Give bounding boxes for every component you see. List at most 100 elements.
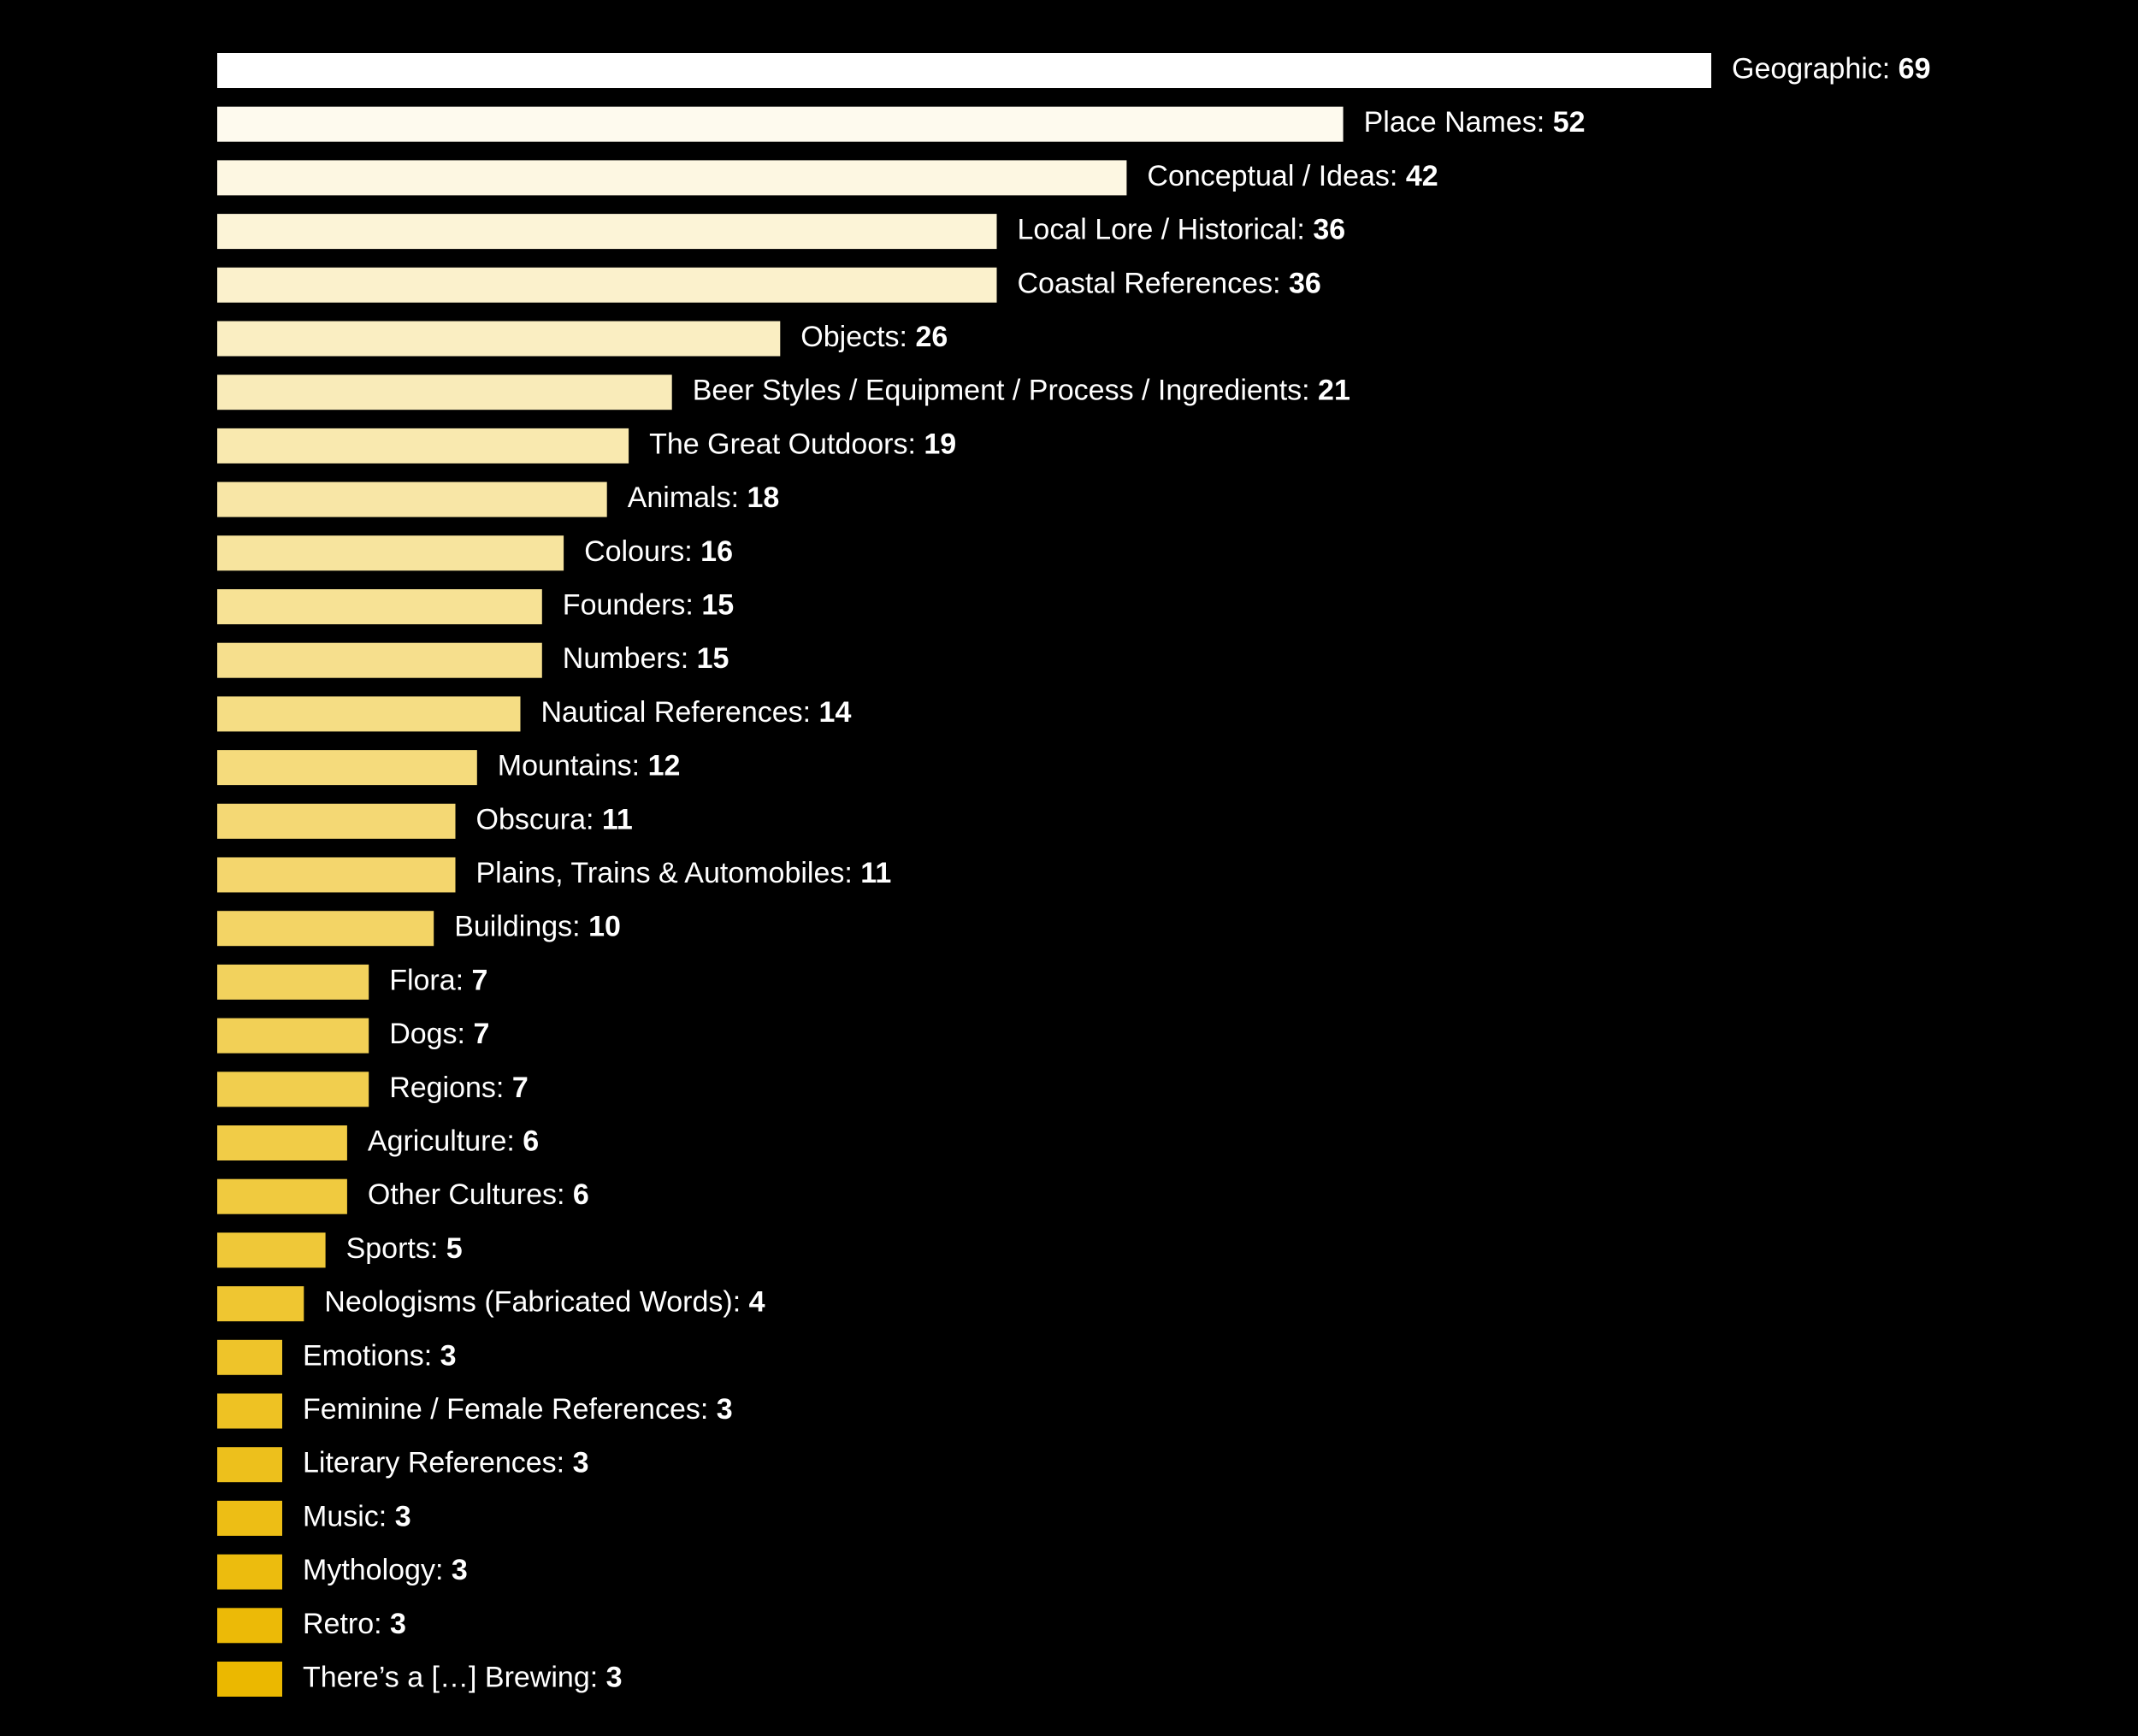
bar-label: Conceptual / Ideas: 42 (1147, 160, 1438, 192)
bar (217, 696, 521, 732)
category-label: Nautical References: (541, 696, 819, 729)
data-label: 21 (1318, 375, 1350, 407)
bar-label: Flora: 7 (389, 964, 487, 996)
category-label: Animals: (628, 481, 747, 514)
bar-label: Literary References: 3 (303, 1447, 589, 1479)
bar-label: Beer Styles / Equipment / Process / Ingr… (693, 375, 1350, 407)
bar (217, 1500, 282, 1536)
category-label: Mythology: (303, 1554, 452, 1586)
bar-label: Coastal References: 36 (1018, 267, 1321, 299)
category-label: Place Names: (1364, 106, 1553, 139)
bar (217, 911, 434, 947)
bar (217, 428, 629, 464)
data-label: 3 (452, 1554, 468, 1586)
data-label: 10 (588, 911, 621, 943)
bar-label: Sports: 5 (346, 1232, 463, 1265)
data-label: 52 (1553, 106, 1586, 139)
bar (217, 375, 672, 410)
data-label: 15 (701, 588, 734, 621)
bar (217, 481, 607, 517)
bar-label: Objects: 26 (800, 321, 948, 353)
category-label: Literary References: (303, 1447, 573, 1479)
bar (217, 1125, 347, 1160)
category-label: Conceptual / Ideas: (1147, 160, 1405, 192)
category-label: The Great Outdoors: (649, 428, 924, 460)
bar-label: Colours: 16 (584, 535, 733, 568)
data-label: 3 (390, 1608, 406, 1640)
bar (217, 1608, 282, 1644)
data-label: 6 (523, 1125, 539, 1157)
data-label: 69 (1899, 52, 1931, 85)
data-label: 7 (472, 964, 488, 996)
bar-label: Buildings: 10 (454, 911, 621, 943)
bar-label: There’s a […] Brewing: 3 (303, 1661, 623, 1693)
bar (217, 1178, 347, 1214)
labels-group: Geographic: 69 Place Names: 52 Conceptual … (303, 52, 1931, 1693)
bar-label: Founders: 15 (563, 588, 734, 621)
category-label: Neologisms (Fabricated Words): (324, 1286, 748, 1319)
category-label: Dogs: (389, 1018, 473, 1050)
bar-label: Regions: 7 (389, 1072, 529, 1104)
bar (217, 1662, 282, 1697)
category-label: Music: (303, 1500, 395, 1532)
bar (217, 1447, 282, 1483)
bar (217, 1286, 304, 1322)
data-label: 3 (606, 1661, 623, 1693)
bar (217, 321, 781, 357)
data-label: 15 (697, 642, 729, 675)
bar-label: The Great Outdoors: 19 (649, 428, 956, 460)
category-label: Buildings: (454, 911, 588, 943)
bar-label: Retro: 3 (303, 1608, 406, 1640)
bar-label: Obscura: 11 (476, 803, 633, 836)
data-label: 7 (473, 1018, 489, 1050)
bar (217, 589, 542, 624)
bar-label: Dogs: 7 (389, 1018, 489, 1050)
bar-label: Neologisms (Fabricated Words): 4 (324, 1286, 765, 1319)
bar-label: Emotions: 3 (303, 1339, 457, 1372)
bar (217, 964, 369, 1000)
bar (217, 535, 564, 571)
category-label: Flora: (389, 964, 471, 996)
bar (217, 160, 1127, 196)
category-label: Coastal References: (1018, 267, 1290, 299)
category-label: Feminine / Female References: (303, 1393, 717, 1426)
bar-label: Geographic: 69 (1732, 52, 1931, 85)
bar (217, 750, 477, 786)
category-label: Obscura: (476, 803, 602, 836)
category-label: Retro: (303, 1608, 390, 1640)
bar-label: Place Names: 52 (1364, 106, 1586, 139)
category-label: Beer Styles / Equipment / Process / Ingr… (693, 375, 1318, 407)
data-label: 3 (395, 1500, 411, 1532)
category-label: Plains, Trains & Automobiles: (476, 857, 861, 889)
bar (217, 1232, 326, 1268)
data-label: 26 (915, 321, 948, 353)
data-label: 6 (573, 1178, 589, 1211)
data-label: 19 (924, 428, 956, 460)
data-label: 12 (648, 750, 681, 782)
bars-group (217, 53, 1711, 1697)
category-label: There’s a […] Brewing: (303, 1661, 606, 1693)
data-label: 42 (1406, 160, 1438, 192)
bar-label: Feminine / Female References: 3 (303, 1393, 733, 1426)
bar (217, 267, 997, 303)
category-label: Numbers: (563, 642, 697, 675)
data-label: 36 (1313, 214, 1345, 246)
bar-label: Mountains: 12 (498, 750, 681, 782)
bar (217, 1018, 369, 1054)
category-label: Regions: (389, 1072, 512, 1104)
data-label: 16 (700, 535, 733, 568)
category-label: Local Lore / Historical: (1018, 214, 1314, 246)
data-label: 3 (440, 1339, 457, 1372)
category-label: Sports: (346, 1232, 446, 1265)
bar-label: Numbers: 15 (563, 642, 729, 675)
data-label: 18 (747, 481, 780, 514)
bar-label: Other Cultures: 6 (368, 1178, 589, 1211)
category-label: Geographic: (1732, 52, 1899, 85)
data-label: 11 (860, 857, 891, 889)
bar (217, 1393, 282, 1429)
data-label: 3 (717, 1393, 733, 1426)
bar-label: Plains, Trains & Automobiles: 11 (476, 857, 892, 889)
bar-label: Local Lore / Historical: 36 (1018, 214, 1346, 246)
bar-label: Music: 3 (303, 1500, 411, 1532)
